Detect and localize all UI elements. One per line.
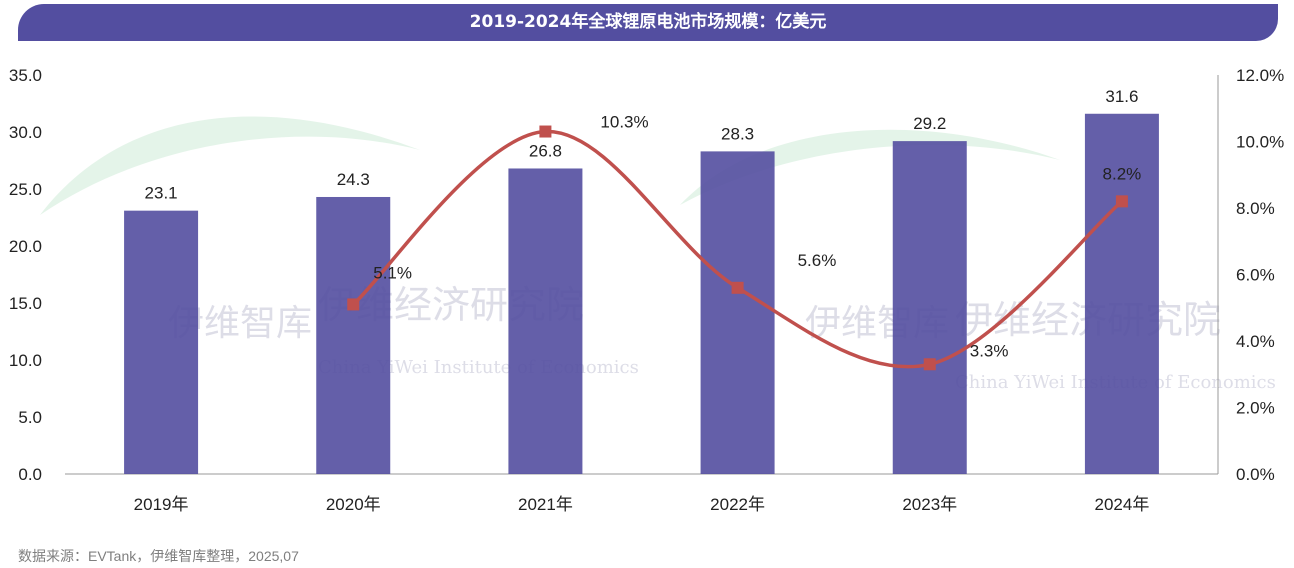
- line-marker: [1115, 195, 1128, 208]
- y-left-tick-label: 25.0: [9, 180, 42, 199]
- y-left-tick-label: 20.0: [9, 237, 42, 256]
- line-marker: [347, 298, 360, 311]
- y-right-tick-label: 4.0%: [1236, 332, 1275, 351]
- y-left-tick-label: 10.0: [9, 351, 42, 370]
- bar-data-label: 29.2: [913, 114, 946, 133]
- bar: [124, 210, 199, 474]
- y-right-tick-label: 0.0%: [1236, 465, 1275, 484]
- x-tick-label: 2024年: [1095, 495, 1150, 514]
- bar-data-label: 26.8: [529, 141, 562, 160]
- source-note: 数据来源：EVTank，伊维智库整理，2025,07: [18, 548, 299, 564]
- y-right-tick-label: 6.0%: [1236, 266, 1275, 285]
- bar-data-label: 23.1: [145, 184, 178, 203]
- bar: [892, 141, 967, 474]
- line-marker: [539, 125, 552, 138]
- line-marker: [923, 358, 936, 371]
- x-tick-label: 2020年: [326, 495, 381, 514]
- watermark-swoosh: [40, 116, 420, 215]
- line-data-label: 3.3%: [970, 341, 1009, 360]
- chart-title: 2019-2024年全球锂原电池市场规模：亿美元: [18, 4, 1278, 41]
- x-tick-label: 2021年: [518, 495, 573, 514]
- watermark-swoosh: [680, 129, 1060, 205]
- bar-data-label: 31.6: [1105, 87, 1138, 106]
- y-right-tick-label: 10.0%: [1236, 133, 1284, 152]
- line-data-label: 8.2%: [1103, 164, 1142, 183]
- y-left-tick-label: 35.0: [9, 66, 42, 85]
- bar-data-label: 24.3: [337, 170, 370, 189]
- x-tick-label: 2019年: [134, 495, 189, 514]
- bar: [700, 151, 775, 474]
- y-left-tick-label: 30.0: [9, 123, 42, 142]
- y-right-tick-label: 8.0%: [1236, 199, 1275, 218]
- line-data-label: 10.3%: [600, 113, 648, 132]
- y-right-tick-label: 12.0%: [1236, 66, 1284, 85]
- bar: [508, 168, 583, 475]
- line-data-label: 5.6%: [798, 251, 837, 270]
- x-tick-label: 2023年: [902, 495, 957, 514]
- line-data-label: 5.1%: [373, 263, 412, 282]
- y-left-tick-label: 0.0: [18, 465, 42, 484]
- bar-data-label: 28.3: [721, 124, 754, 143]
- bar: [316, 196, 391, 475]
- y-left-tick-label: 5.0: [18, 408, 42, 427]
- y-right-tick-label: 2.0%: [1236, 399, 1275, 418]
- y-left-tick-label: 15.0: [9, 294, 42, 313]
- bar: [1084, 113, 1159, 474]
- line-marker: [731, 281, 744, 294]
- x-tick-label: 2022年: [710, 495, 765, 514]
